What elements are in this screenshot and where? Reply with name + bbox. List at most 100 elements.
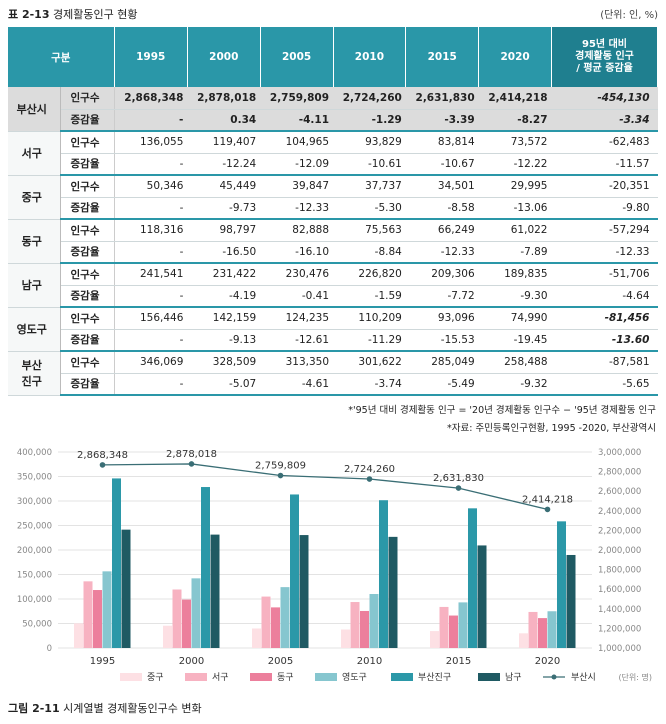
region-label-line: 진구 [21,375,42,388]
chart-unit: (단위: 명) [618,672,652,682]
region-label-line: 부산 [21,359,42,372]
value-cell: 118,316 [114,219,188,242]
bar [430,631,439,648]
value-cell: 29,995 [478,175,552,198]
bar [280,587,290,648]
value-cell: -9.73 [187,197,261,220]
value-cell: -9.13 [187,329,261,352]
legend-label: 영도구 [342,672,367,683]
bar [449,615,458,648]
value-cell: - [114,241,188,264]
value-cell: -11.29 [333,329,406,352]
figure-title: 시계열별 경제활동인구수 변화 [63,702,202,715]
value-cell: 98,797 [187,219,261,242]
header-year: 2005 [260,27,334,87]
metric-cell: 증감율 [60,197,115,220]
region-cell: 남구 [8,263,61,308]
metric-cell: 인구수 [60,87,115,110]
bar [261,596,271,648]
value-cell: 241,541 [114,263,188,286]
value-cell: -12.24 [187,153,261,176]
region-cell: 부산시 [8,87,61,132]
value-cell: -1.59 [333,285,406,308]
value-cell: 0.34 [187,109,261,132]
change-cell: -13.60 [551,329,658,352]
metric-cell: 증감율 [60,285,115,308]
bar [519,633,528,648]
bar [547,611,557,648]
change-cell: -5.65 [551,373,658,396]
x-tick-label: 2000 [179,656,204,667]
value-cell: 285,049 [405,351,479,374]
value-cell: 226,820 [333,263,406,286]
legend-label: 부산진구 [418,672,451,683]
value-cell: - [114,153,188,176]
header-year: 2010 [333,27,407,87]
y-tick-label-right: 3,000,000 [598,448,641,458]
value-cell: 230,476 [260,263,334,286]
value-cell: -4.19 [187,285,261,308]
metric-cell: 인구수 [60,263,115,286]
table-row: 부산 진구 인구수 346,069 328,509 313,350 301,622 285,0… [8,351,658,396]
table-row: 증감율 - -5.07 -4.61 -3.74 -5.49 -9.32 -5.65 [8,373,658,396]
header-year: 2000 [187,27,261,87]
line-point [277,472,284,479]
value-cell: 2,759,809 [260,87,334,110]
bar [172,589,182,648]
y-tick-label-left: 300,000 [17,497,52,507]
value-cell: -5.49 [405,373,479,396]
metric-cell: 증감율 [60,109,115,132]
bar [210,534,220,648]
bar [74,623,83,648]
value-cell: -5.07 [187,373,261,396]
value-cell: 93,829 [333,131,406,154]
bar [163,625,172,648]
table-row: 증감율 - -12.24 -12.09 -10.61 -10.67 -12.22 -11.57 [8,153,658,176]
value-cell: 124,235 [260,307,334,330]
bar [369,593,379,648]
table-note-source: *자료: 주민등록인구현황, 1995 -2020, 부산광역시 [447,423,656,434]
bar [201,487,210,648]
value-cell: 66,249 [405,219,479,242]
value-cell: 2,724,260 [333,87,406,110]
header-change-line: 95년 대비 [582,39,627,50]
table-row: 증감율 - -9.13 -12.61 -11.29 -15.53 -19.45 -13.60 [8,329,658,352]
y-tick-label-right: 1,400,000 [598,605,641,615]
y-tick-label-left: 200,000 [17,546,52,556]
bar [93,590,102,648]
header-year: 2020 [478,27,552,87]
value-cell: -8.27 [478,109,552,132]
value-cell: 73,572 [478,131,552,154]
line-point [99,462,106,468]
value-cell: 346,069 [114,351,188,374]
region-cell: 중구 [8,175,61,220]
legend-swatch [185,673,207,681]
y-tick-label-right: 2,000,000 [598,546,641,556]
metric-cell: 인구수 [60,351,115,374]
region-cell: 서구 [8,131,61,176]
y-tick-label-left: 350,000 [17,473,52,483]
y-tick-label-left: 0 [47,644,52,654]
bar [439,606,449,648]
value-cell: -10.67 [405,153,479,176]
figure-caption: 그림 2-11 시계열별 경제활동인구수 변화 [8,700,202,716]
x-tick-label: 1995 [90,656,115,667]
bar [350,602,360,648]
region-cell: 영도구 [8,307,61,352]
bar [252,628,261,648]
value-cell: 156,446 [114,307,188,330]
legend-swatch [120,673,142,681]
value-cell: - [114,109,188,132]
value-cell: 110,209 [333,307,406,330]
data-label: 2,759,809 [255,461,306,472]
value-cell: 313,350 [260,351,334,374]
legend-swatch [250,673,272,681]
table-row: 동구 인구수 118,316 98,797 82,888 75,563 66,249 61,0… [8,219,658,264]
value-cell: 45,449 [187,175,261,198]
value-cell: -13.06 [478,197,552,220]
value-cell: 82,888 [260,219,334,242]
change-cell: -4.64 [551,285,658,308]
bar [102,571,112,648]
change-cell: -9.80 [551,197,658,220]
value-cell: - [114,197,188,220]
